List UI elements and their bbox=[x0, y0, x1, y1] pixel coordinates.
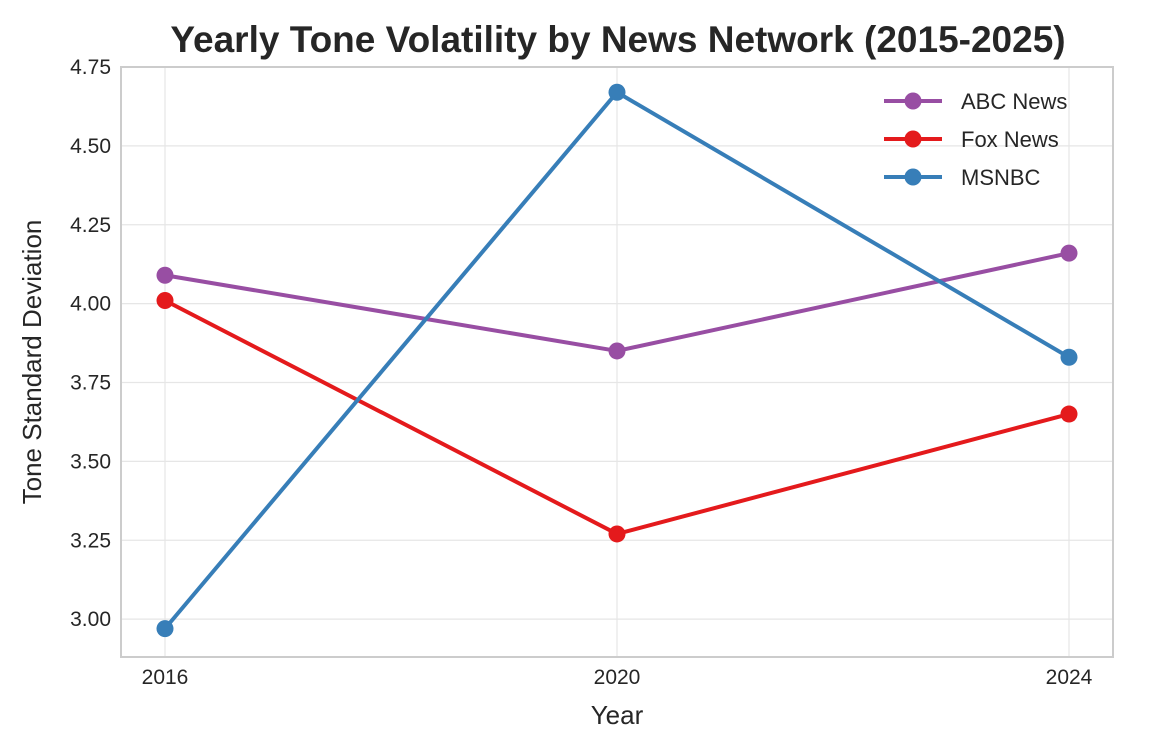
y-tick-label: 3.75 bbox=[70, 372, 111, 395]
data-point bbox=[1060, 348, 1078, 366]
legend-marker bbox=[904, 92, 922, 110]
y-tick-label: 3.00 bbox=[70, 608, 111, 631]
y-tick-label: 4.75 bbox=[70, 56, 111, 79]
legend-label: ABC News bbox=[961, 89, 1067, 114]
chart-title: Yearly Tone Volatility by News Network (… bbox=[170, 19, 1065, 60]
series bbox=[156, 83, 1078, 638]
series-group bbox=[156, 83, 1078, 638]
data-point bbox=[156, 291, 174, 309]
y-axis-ticks: 3.00 3.25 3.50 3.75 4.00 4.25 4.50 4.75 bbox=[70, 56, 111, 631]
data-point bbox=[608, 83, 626, 101]
x-axis-label: Year bbox=[591, 700, 644, 730]
legend-item: Fox News bbox=[884, 127, 1059, 152]
x-tick-label: 2020 bbox=[594, 666, 641, 689]
y-tick-label: 4.00 bbox=[70, 293, 111, 316]
data-point bbox=[156, 266, 174, 284]
x-axis-ticks: 2016 2020 2024 bbox=[142, 666, 1093, 689]
legend-marker bbox=[904, 168, 922, 186]
legend-label: Fox News bbox=[961, 127, 1059, 152]
legend-label: MSNBC bbox=[961, 165, 1041, 190]
y-tick-label: 4.50 bbox=[70, 135, 111, 158]
data-point bbox=[156, 620, 174, 638]
data-point bbox=[1060, 405, 1078, 423]
y-tick-label: 4.25 bbox=[70, 214, 111, 237]
series bbox=[156, 291, 1078, 543]
data-point bbox=[608, 342, 626, 360]
y-tick-label: 3.25 bbox=[70, 529, 111, 552]
grid bbox=[121, 66, 1113, 657]
legend-marker bbox=[904, 130, 922, 148]
series bbox=[156, 244, 1078, 360]
data-point bbox=[608, 525, 626, 543]
legend-item: MSNBC bbox=[884, 165, 1041, 190]
x-tick-label: 2016 bbox=[142, 666, 189, 689]
y-tick-label: 3.50 bbox=[70, 450, 111, 473]
x-tick-label: 2024 bbox=[1046, 666, 1093, 689]
plot-frame bbox=[120, 66, 1114, 658]
y-axis-label: Tone Standard Deviation bbox=[17, 220, 47, 505]
data-point bbox=[1060, 244, 1078, 262]
legend: ABC News Fox News MSNBC bbox=[884, 89, 1067, 190]
legend-item: ABC News bbox=[884, 89, 1067, 114]
